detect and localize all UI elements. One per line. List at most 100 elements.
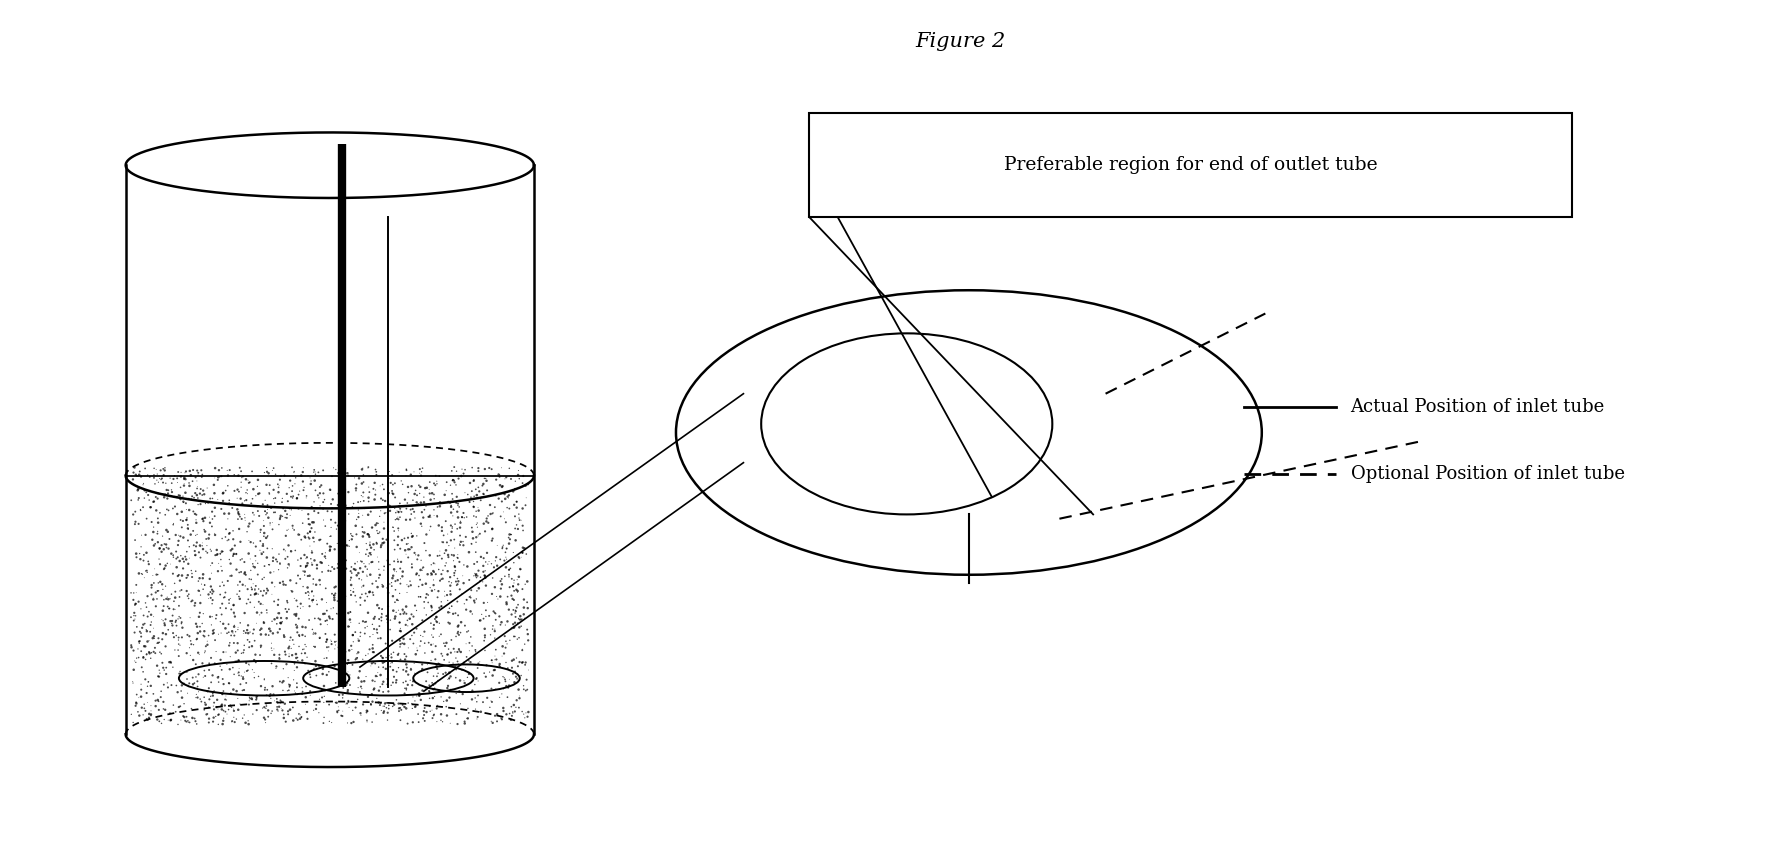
- Point: [398, 530, 427, 544]
- Point: [293, 580, 322, 594]
- Point: [436, 584, 464, 598]
- Point: [276, 650, 304, 663]
- Point: [194, 682, 222, 695]
- Point: [228, 578, 256, 592]
- Point: [288, 580, 316, 593]
- Point: [217, 715, 245, 729]
- Point: [411, 625, 439, 638]
- Point: [144, 475, 172, 489]
- Point: [514, 682, 542, 696]
- Point: [505, 551, 533, 565]
- Point: [158, 518, 187, 532]
- Point: [188, 488, 217, 502]
- Point: [135, 634, 164, 648]
- Point: [240, 588, 268, 602]
- Point: [368, 477, 396, 491]
- Point: [391, 682, 420, 695]
- Point: [477, 694, 505, 708]
- Point: [210, 591, 238, 605]
- Point: [311, 581, 340, 595]
- Point: [411, 601, 439, 615]
- Point: [231, 472, 260, 486]
- Point: [466, 527, 494, 541]
- Point: [286, 712, 315, 726]
- Point: [206, 653, 235, 667]
- Point: [368, 532, 396, 546]
- Point: [238, 492, 267, 506]
- Point: [500, 653, 528, 667]
- Point: [121, 606, 149, 619]
- Point: [213, 708, 242, 721]
- Point: [439, 460, 468, 474]
- Point: [366, 491, 395, 505]
- Point: [318, 492, 347, 506]
- Point: [167, 583, 196, 597]
- Point: [229, 670, 258, 684]
- Point: [373, 677, 402, 691]
- Point: [332, 466, 361, 480]
- Point: [436, 574, 464, 588]
- Point: [432, 636, 461, 650]
- Point: [380, 477, 409, 490]
- Point: [437, 525, 466, 539]
- Point: [169, 709, 197, 723]
- Point: [405, 590, 434, 604]
- Point: [359, 682, 388, 696]
- Point: [293, 650, 322, 664]
- Point: [240, 670, 268, 684]
- Point: [132, 485, 160, 499]
- Point: [299, 516, 327, 529]
- Point: [480, 605, 509, 618]
- Point: [217, 592, 245, 606]
- Point: [375, 660, 404, 674]
- Point: [267, 510, 295, 524]
- Point: [155, 593, 183, 606]
- Point: [354, 549, 382, 563]
- Point: [245, 499, 274, 513]
- Point: [493, 590, 521, 604]
- Point: [226, 616, 254, 630]
- Point: [402, 641, 430, 655]
- Point: [274, 670, 302, 684]
- Point: [203, 492, 231, 506]
- Point: [276, 680, 304, 694]
- Point: [420, 682, 448, 696]
- Point: [507, 550, 535, 564]
- Point: [311, 546, 340, 560]
- Point: [455, 573, 484, 586]
- Point: [450, 656, 478, 670]
- Point: [379, 589, 407, 603]
- Point: [151, 592, 180, 606]
- Point: [364, 612, 393, 626]
- Point: [297, 670, 325, 684]
- Point: [411, 481, 439, 495]
- Point: [148, 656, 176, 670]
- Point: [252, 508, 281, 522]
- Point: [498, 589, 526, 603]
- Point: [265, 485, 293, 499]
- Point: [322, 634, 350, 648]
- Point: [258, 641, 286, 655]
- Point: [185, 685, 213, 699]
- Point: [242, 540, 270, 554]
- Point: [357, 695, 386, 708]
- Point: [398, 502, 427, 516]
- Point: [270, 544, 299, 558]
- Point: [290, 529, 318, 543]
- Point: [400, 625, 428, 639]
- Point: [140, 576, 169, 590]
- Point: [372, 701, 400, 714]
- Point: [459, 525, 487, 539]
- Point: [251, 628, 279, 642]
- Point: [420, 682, 448, 695]
- Point: [420, 708, 448, 721]
- Point: [405, 639, 434, 653]
- Point: [277, 584, 306, 598]
- Point: [404, 715, 432, 729]
- Point: [475, 665, 503, 679]
- Point: [188, 536, 217, 550]
- Point: [254, 584, 283, 598]
- Point: [148, 577, 176, 591]
- Point: [142, 467, 171, 481]
- Point: [133, 554, 162, 568]
